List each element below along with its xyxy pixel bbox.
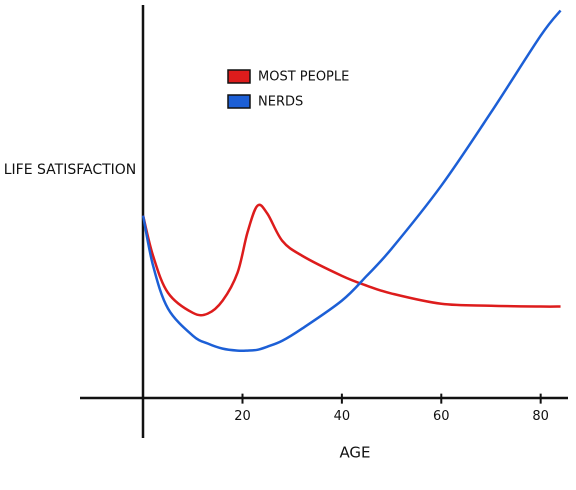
line-series	[141, 9, 562, 353]
x-tick-label: 80	[532, 409, 549, 424]
x-tick-label: 20	[234, 409, 251, 424]
legend-label: MOST PEOPLE	[258, 70, 349, 85]
line-series	[141, 203, 561, 317]
x-axis-label: AGE	[339, 444, 370, 462]
x-tick-label: 60	[433, 409, 450, 424]
x-tick-label: 40	[334, 409, 351, 424]
legend-label: NERDS	[258, 95, 303, 110]
y-axis-label: LIFE SATISFACTION	[3, 162, 137, 178]
legend-swatch	[227, 94, 251, 109]
legend-swatch	[227, 69, 251, 84]
